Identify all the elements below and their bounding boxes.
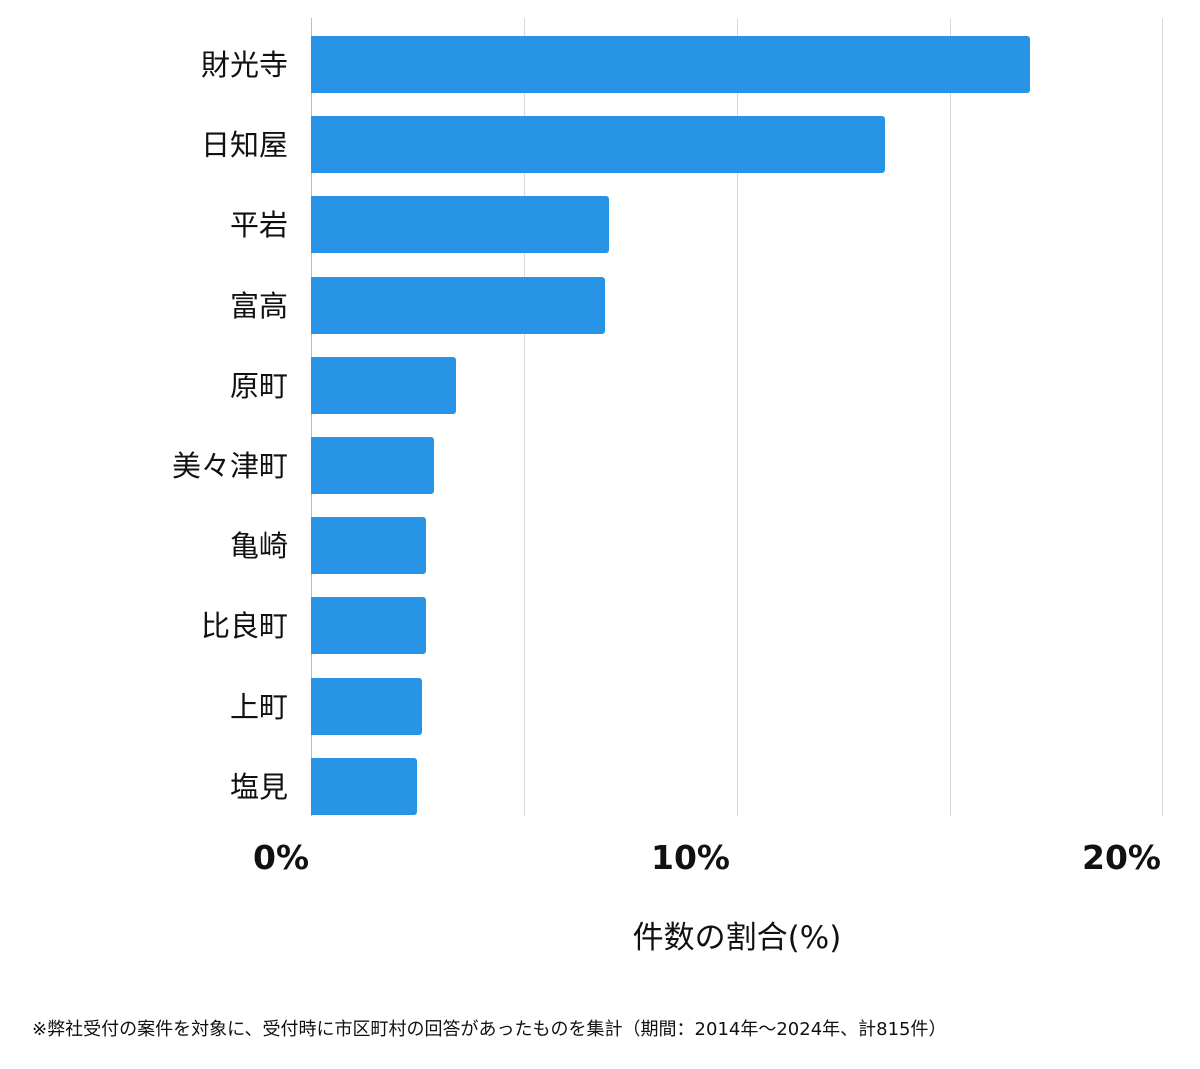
gridline-0 [311,18,312,816]
category-label: 財光寺 [200,48,288,82]
bar-row: 比良町 [0,597,1200,655]
bar [311,116,886,174]
bar-row: 富高 [0,276,1200,335]
category-label: 比良町 [200,609,288,644]
bar-row: 原町 [0,356,1200,415]
bar [311,356,456,414]
bar [311,437,435,494]
category-label: 上町 [229,689,288,724]
x-axis-label: 件数の割合(%) [632,920,842,956]
bar [311,677,422,735]
bar [311,757,418,815]
category-label: 美々津町 [171,449,288,483]
category-label: 富高 [229,288,288,323]
bar [311,276,605,334]
category-label: 原町 [229,368,288,403]
bar-row: 平岩 [0,196,1200,254]
bar-row: 財光寺 [0,36,1200,94]
bar-row: 塩見 [0,757,1200,816]
category-label: 亀崎 [229,529,288,564]
category-label: 平岩 [229,208,288,243]
bar [311,597,426,655]
gridline-5 [524,18,525,816]
x-tick-0: 0% [253,838,310,877]
gridline-20 [1162,18,1163,816]
bar-row: 美々津町 [0,437,1200,495]
bar-row: 上町 [0,677,1200,736]
footnote: ※弊社受付の案件を対象に、受付時に市区町村の回答があったものを集計（期間：201… [32,1019,947,1040]
bar-row: 日知屋 [0,116,1200,174]
bar-row: 亀崎 [0,517,1200,575]
category-label: 塩見 [229,769,288,804]
gridline-15 [950,18,951,816]
bar [311,36,1031,93]
x-tick-20: 20% [1082,838,1161,877]
category-label: 日知屋 [200,128,288,163]
x-tick-10: 10% [651,838,730,877]
bar [311,517,426,575]
bar [311,196,609,254]
gridline-10 [737,18,738,816]
